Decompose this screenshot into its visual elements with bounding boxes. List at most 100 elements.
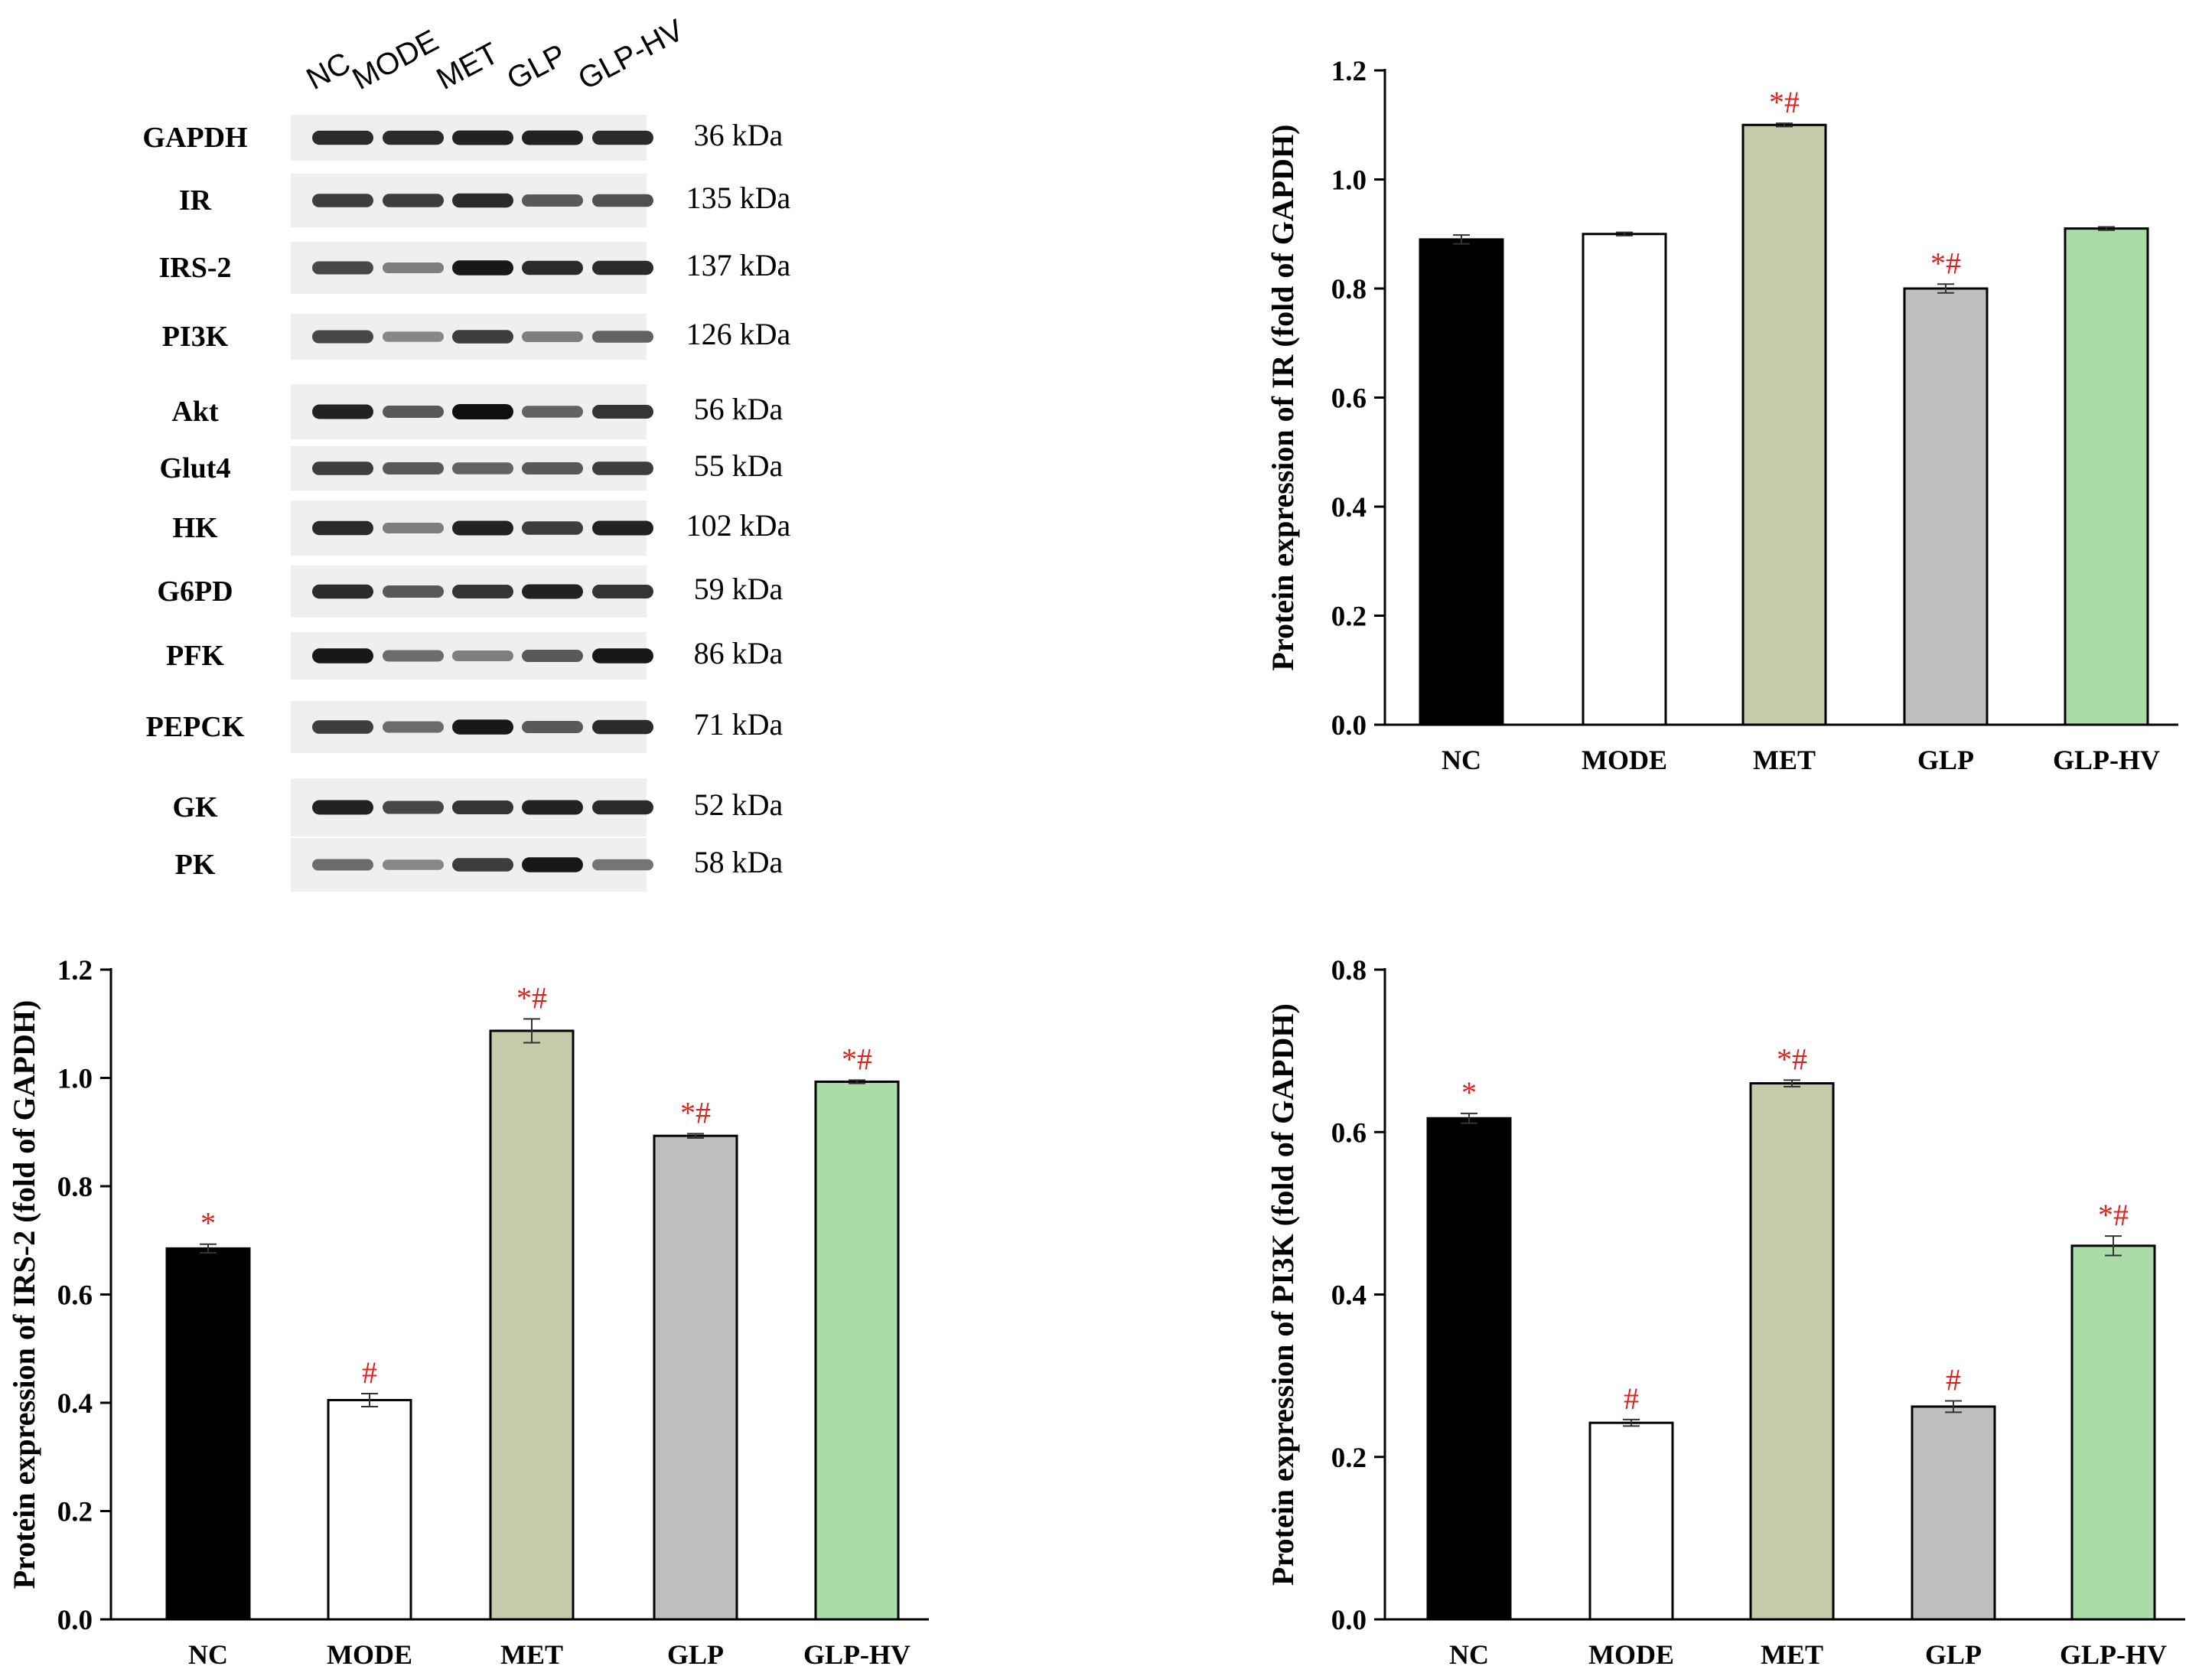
blot-band [592,461,653,475]
blot-band [452,130,513,145]
significance-mark: *# [1930,246,1961,280]
blot-band [522,650,583,662]
blot-band [522,130,583,145]
x-tick-label: MODE [1588,1639,1674,1670]
blot-band [383,331,444,342]
bar-mode [1588,1421,1674,1621]
blot-band [522,800,583,815]
blot-band [383,585,444,598]
x-tick-label: GLP-HV [2053,745,2160,775]
blot-band [522,462,583,474]
lane-label: GLP [502,38,572,96]
x-tick-label: MET [1753,745,1816,775]
blot-band [592,130,653,145]
blot-band [452,801,513,814]
y-tick-label: 0.2 [1331,1443,1367,1474]
kda-label: 102 kDa [686,508,791,543]
blot-band [522,721,583,733]
blot-band [592,331,653,343]
y-tick-label: 0.6 [57,1280,93,1312]
y-tick-label: 0.8 [1331,955,1367,986]
bar-mode [327,1398,412,1621]
blot-band [312,648,373,664]
x-tick-label: GLP [1917,745,1974,775]
blot-band [592,648,653,664]
significance-mark: *# [680,1095,711,1130]
x-tick-label: NC [188,1639,228,1670]
x-tick-label: NC [1449,1639,1489,1670]
significance-mark: *# [1769,85,1800,119]
y-tick-label: 0.0 [1331,1605,1367,1636]
bar-nc [1419,238,1504,726]
y-tick-label: 0.4 [1331,1280,1367,1312]
blot-band [312,461,373,475]
protein-name: IRS-2 [158,252,231,284]
blot-band [592,859,653,871]
significance-mark: * [200,1206,216,1241]
blot-band [522,260,583,276]
y-tick-label: 1.0 [57,1064,93,1095]
blot-band [452,330,513,344]
bar-glp [1903,287,1989,726]
blot-band [592,405,653,419]
lane-label: GLP-HV [573,13,689,96]
significance-mark: *# [842,1042,872,1076]
blot-band [452,520,513,536]
blot-band [383,130,444,145]
chart-pi3k: 0.0 0.2 0.4 0.6 0.8 Protein expression of PI3… [1266,955,2185,1670]
x-tick-label: NC [1442,745,1481,775]
blot-band [522,584,583,599]
blot-band [592,800,653,815]
blot-band [312,130,373,145]
blot-band [452,462,513,474]
blot-band [452,719,513,735]
kda-label: 126 kDa [686,317,791,351]
y-tick-label: 0.4 [1331,492,1367,523]
blot-band [452,585,513,598]
blot-band [452,858,513,872]
y-tick-label: 0.4 [57,1388,93,1420]
kda-label: 59 kDa [694,572,783,606]
blot-band [383,262,444,273]
lane-label: MODE [347,24,445,96]
blot-band [383,859,444,870]
y-axis-title: Protein expression of PI3K (fold of GAPD… [1266,1003,1300,1586]
x-tick-label: GLP-HV [2060,1639,2167,1670]
bar-glp [1911,1405,1996,1621]
blot-band [383,194,444,207]
blot-band [592,520,653,536]
blot-band [452,193,513,208]
kda-label: 71 kDa [694,707,783,742]
x-tick-label: GLP-HV [803,1639,911,1670]
bar-glp-hv [814,1080,900,1621]
x-tick-label: MET [1761,1639,1823,1670]
lane-label: MET [432,36,504,96]
blot-band [592,719,653,735]
blot-band [312,584,373,599]
blot-band [312,720,373,734]
blot-band [312,194,373,207]
significance-mark: # [362,1355,377,1390]
kda-label: 86 kDa [694,636,783,670]
y-tick-label: 0.6 [1331,1117,1367,1149]
chart-irs2: 0.0 0.2 0.4 0.6 0.8 1.0 1.2 Protein expression … [7,955,929,1670]
blot-band [312,859,373,871]
y-tick-label: 0.0 [1331,710,1367,742]
protein-name: PFK [166,640,224,672]
kda-label: 55 kDa [694,448,783,483]
significance-mark: *# [2098,1198,2129,1232]
kda-label: 135 kDa [686,181,791,215]
protein-name: HK [172,512,218,544]
blot-band [452,404,513,419]
x-tick-label: GLP [1925,1639,1982,1670]
kda-label: 58 kDa [694,845,783,879]
kda-label: 36 kDa [694,118,783,152]
x-tick-label: MET [500,1639,563,1670]
y-tick-label: 1.2 [57,955,93,986]
protein-name: IR [179,184,212,217]
protein-name: Akt [171,396,219,428]
y-tick-label: 1.2 [1331,56,1367,87]
lane-label: NC [301,46,357,96]
bar-nc [165,1247,251,1621]
